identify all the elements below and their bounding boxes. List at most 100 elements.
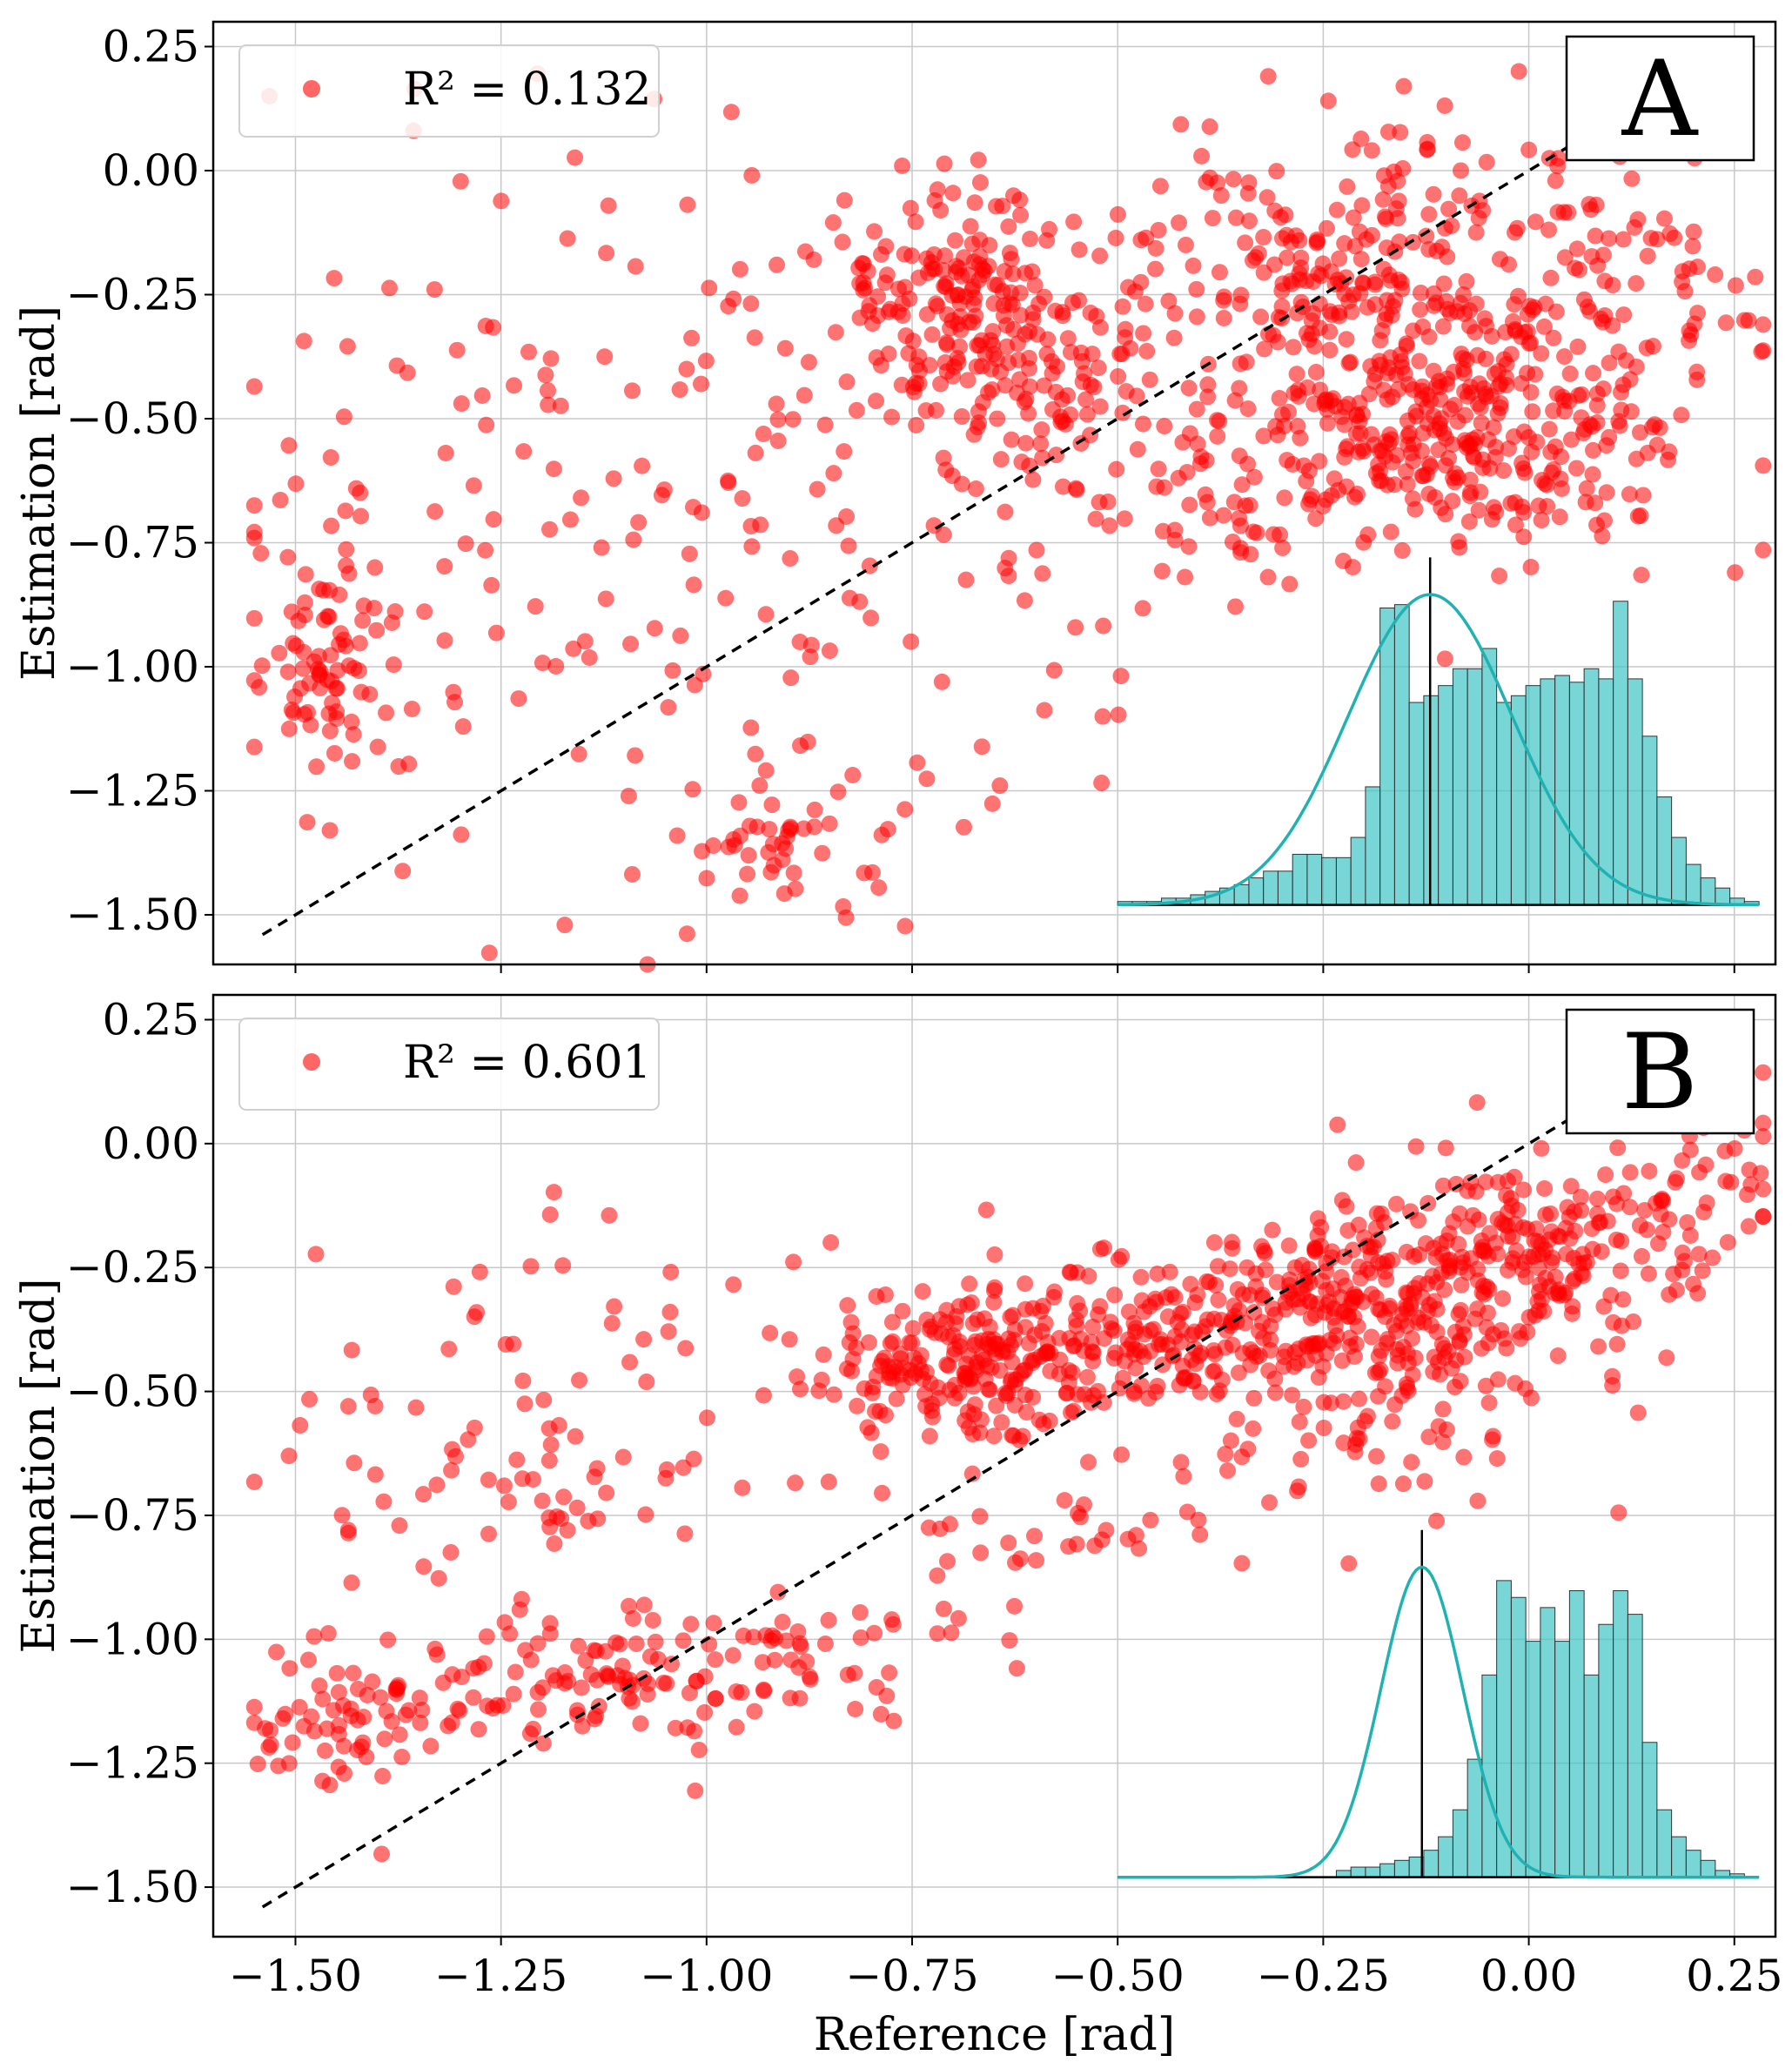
scatter-point [959,372,977,389]
scatter-point [1187,1355,1205,1373]
scatter-point [1567,460,1585,477]
scatter-point [1727,564,1744,581]
scatter-point [1282,272,1299,290]
scatter-point [541,521,559,538]
scatter-point [1485,1427,1502,1445]
scatter-point [1596,306,1614,324]
scatter-point [1132,232,1150,249]
scatter-point [1572,1188,1589,1206]
scatter-point [1366,1364,1384,1381]
histogram-bar [1554,1641,1570,1878]
scatter-point [354,612,372,629]
scatter-point [1189,435,1206,453]
scatter-point [1166,305,1184,322]
scatter-point [1038,346,1056,363]
scatter-point [1223,1313,1240,1331]
panel-a: 0.25 0.00 −0.25 −0.50 −0.75 −1.00 −1.25 −1.50 E… [13,20,1777,973]
legend-box [238,44,660,138]
scatter-point [1402,444,1420,461]
scatter-point [863,863,881,881]
scatter-point [1056,1492,1073,1509]
scatter-point [707,1651,724,1669]
scatter-point [1574,1267,1592,1285]
scatter-point [1291,1414,1308,1431]
y-tick-label: 0.25 [103,994,199,1045]
scatter-point [1427,1512,1445,1529]
scatter-point [1521,298,1539,315]
scatter-point [1411,353,1428,370]
scatter-point [245,609,263,627]
scatter-point [1384,1413,1401,1430]
scatter-point [534,655,551,672]
scatter-point [1185,257,1202,274]
scatter-point [349,1742,366,1759]
scatter-point [1117,320,1134,338]
scatter-point [1268,1273,1285,1291]
scatter-point [1142,1322,1159,1340]
scatter-point [1638,1221,1655,1239]
scatter-point [1147,239,1164,257]
scatter-point [245,672,263,689]
scatter-point [1079,1454,1097,1471]
scatter-point [1227,598,1245,615]
scatter-point [1165,329,1183,346]
scatter-point [1570,261,1587,279]
scatter-point [664,662,681,679]
scatter-point [1017,434,1035,452]
scatter-point [337,502,354,520]
scatter-point [775,885,793,903]
scatter-point [822,1234,840,1252]
scatter-point [390,758,407,776]
scatter-point [333,1507,351,1524]
scatter-point [914,1283,931,1300]
scatter-point [1154,522,1171,540]
scatter-point [393,1749,411,1766]
scatter-point [1084,1344,1102,1361]
scatter-point [1199,376,1217,393]
scatter-point [971,1508,989,1525]
scatter-point [339,1524,357,1542]
scatter-point [1621,1164,1639,1181]
scatter-point [1453,1276,1470,1293]
scatter-point [884,1333,902,1350]
scatter-point [412,1714,429,1731]
scatter-point [1510,63,1527,80]
scatter-point [295,643,312,661]
scatter-point [740,847,757,864]
scatter-point [1011,371,1029,388]
scatter-point [971,174,989,191]
y-tick-labels: 0.25 0.00 −0.25 −0.50 −0.75 −1.00 −1.25 −1.50 [66,994,213,1912]
scatter-point [1755,1064,1772,1081]
scatter-point [1090,1306,1107,1323]
scatter-point [1146,1290,1164,1307]
scatter-point [1469,1492,1487,1509]
scatter-point [1219,1462,1237,1480]
scatter-point [1222,1432,1239,1449]
scatter-point [1173,1321,1191,1339]
histogram-bar [1540,1607,1556,1878]
scatter-point [1610,413,1628,430]
scatter-point [1533,1139,1550,1157]
scatter-point [1562,1178,1580,1195]
scatter-point [734,1479,751,1496]
scatter-point [1414,425,1432,442]
scatter-point [1295,1398,1312,1415]
scatter-point [1244,252,1261,269]
scatter-point [623,865,641,883]
scatter-point [1024,1388,1042,1406]
histogram-bar [1656,796,1673,906]
scatter-point [1350,1390,1367,1407]
scatter-point [1632,507,1649,524]
scatter-point [1634,487,1652,504]
scatter-point [725,1276,742,1293]
scatter-point [742,719,760,736]
scatter-point [1309,1226,1326,1244]
scatter-point [1407,1138,1425,1155]
scatter-point [1338,269,1355,286]
scatter-point [1362,1246,1379,1264]
scatter-point [1186,1323,1204,1340]
scatter-point [552,397,569,414]
histogram-bar [1452,1809,1468,1878]
scatter-point [1550,150,1567,167]
panel-letter-box: B [1565,1008,1755,1135]
